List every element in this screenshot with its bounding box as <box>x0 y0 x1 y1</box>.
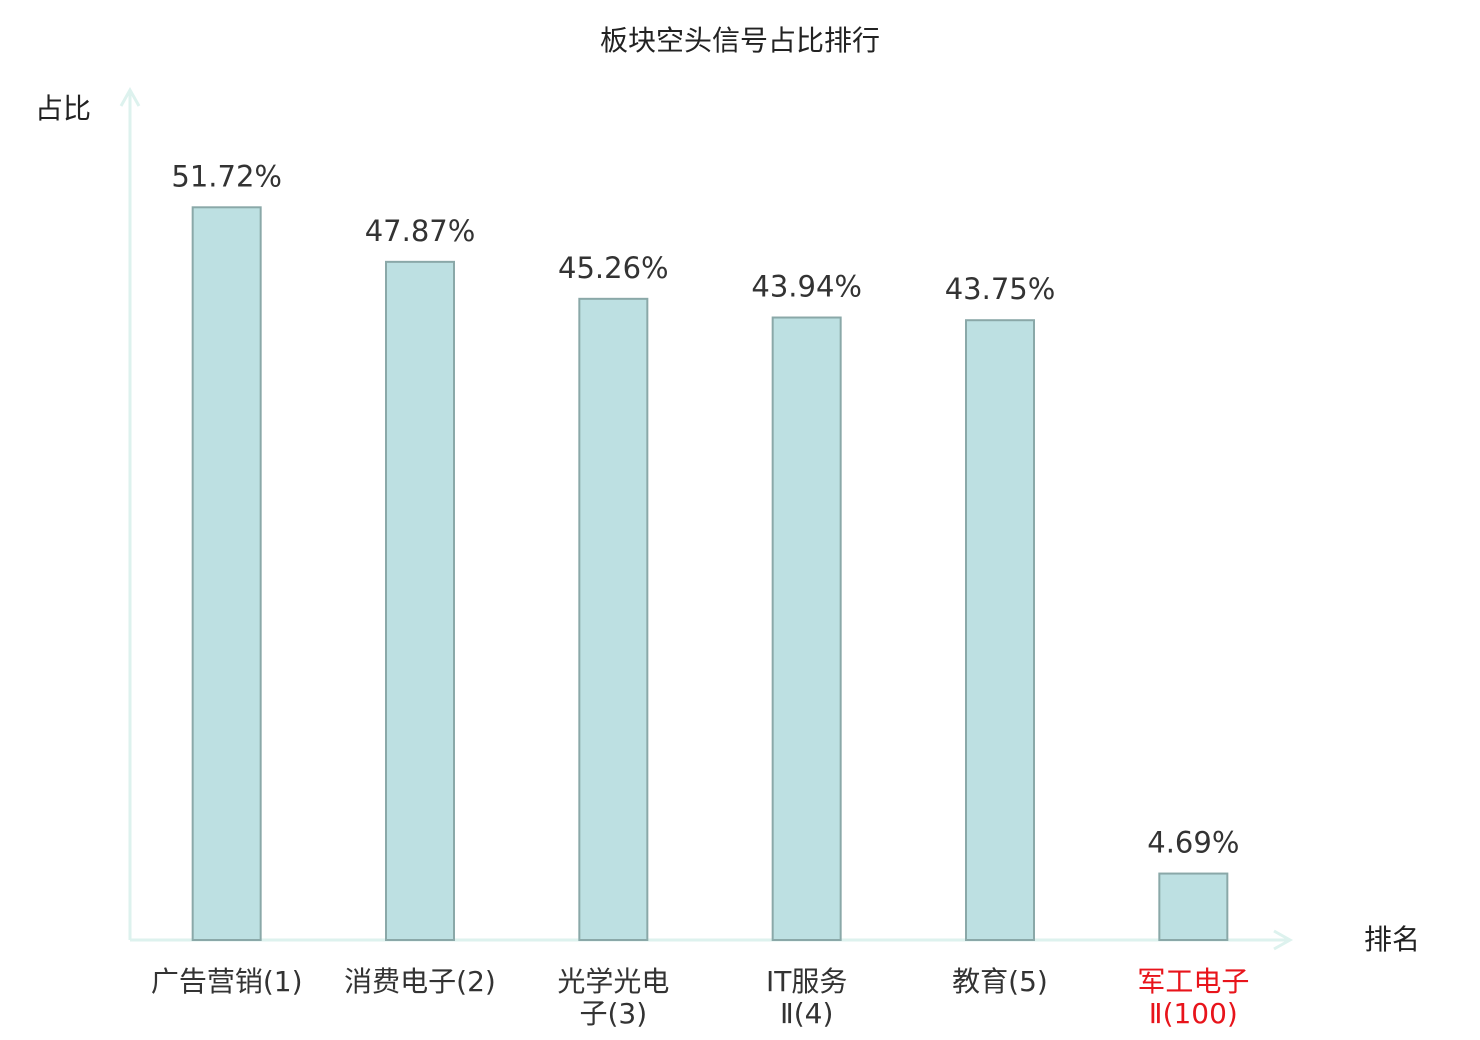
x-tick-label: 光学光电 <box>557 965 669 998</box>
chart-title: 板块空头信号占比排行 <box>600 24 880 57</box>
x-tick-label: 子(3) <box>579 997 647 1030</box>
bar <box>578 297 649 942</box>
bar <box>965 319 1035 942</box>
value-label: 4.69% <box>1147 826 1239 860</box>
value-label: 43.94% <box>751 270 862 304</box>
value-label: 45.26% <box>558 251 669 285</box>
bar <box>191 206 262 942</box>
x-axis-arrow <box>1273 929 1294 951</box>
x-tick-label: 军工电子 <box>1137 965 1249 998</box>
y-axis-arrow <box>119 86 141 107</box>
x-tick-label: IT服务 <box>766 965 847 998</box>
x-tick-label: 广告营销(1) <box>151 965 303 998</box>
value-label: 51.72% <box>171 159 282 193</box>
x-tick-label: 消费电子(2) <box>344 965 496 998</box>
x-tick-label: Ⅱ(100) <box>1149 997 1238 1030</box>
bar <box>771 316 842 941</box>
bar <box>385 260 455 941</box>
value-label: 43.75% <box>945 272 1056 306</box>
bar <box>1158 872 1229 942</box>
x-tick-label: Ⅱ(4) <box>780 997 833 1030</box>
x-tick-label: 教育(5) <box>952 965 1048 998</box>
y-axis-title: 占比 <box>35 92 91 125</box>
value-label: 47.87% <box>365 214 476 248</box>
x-axis-title: 排名 <box>1364 923 1420 956</box>
